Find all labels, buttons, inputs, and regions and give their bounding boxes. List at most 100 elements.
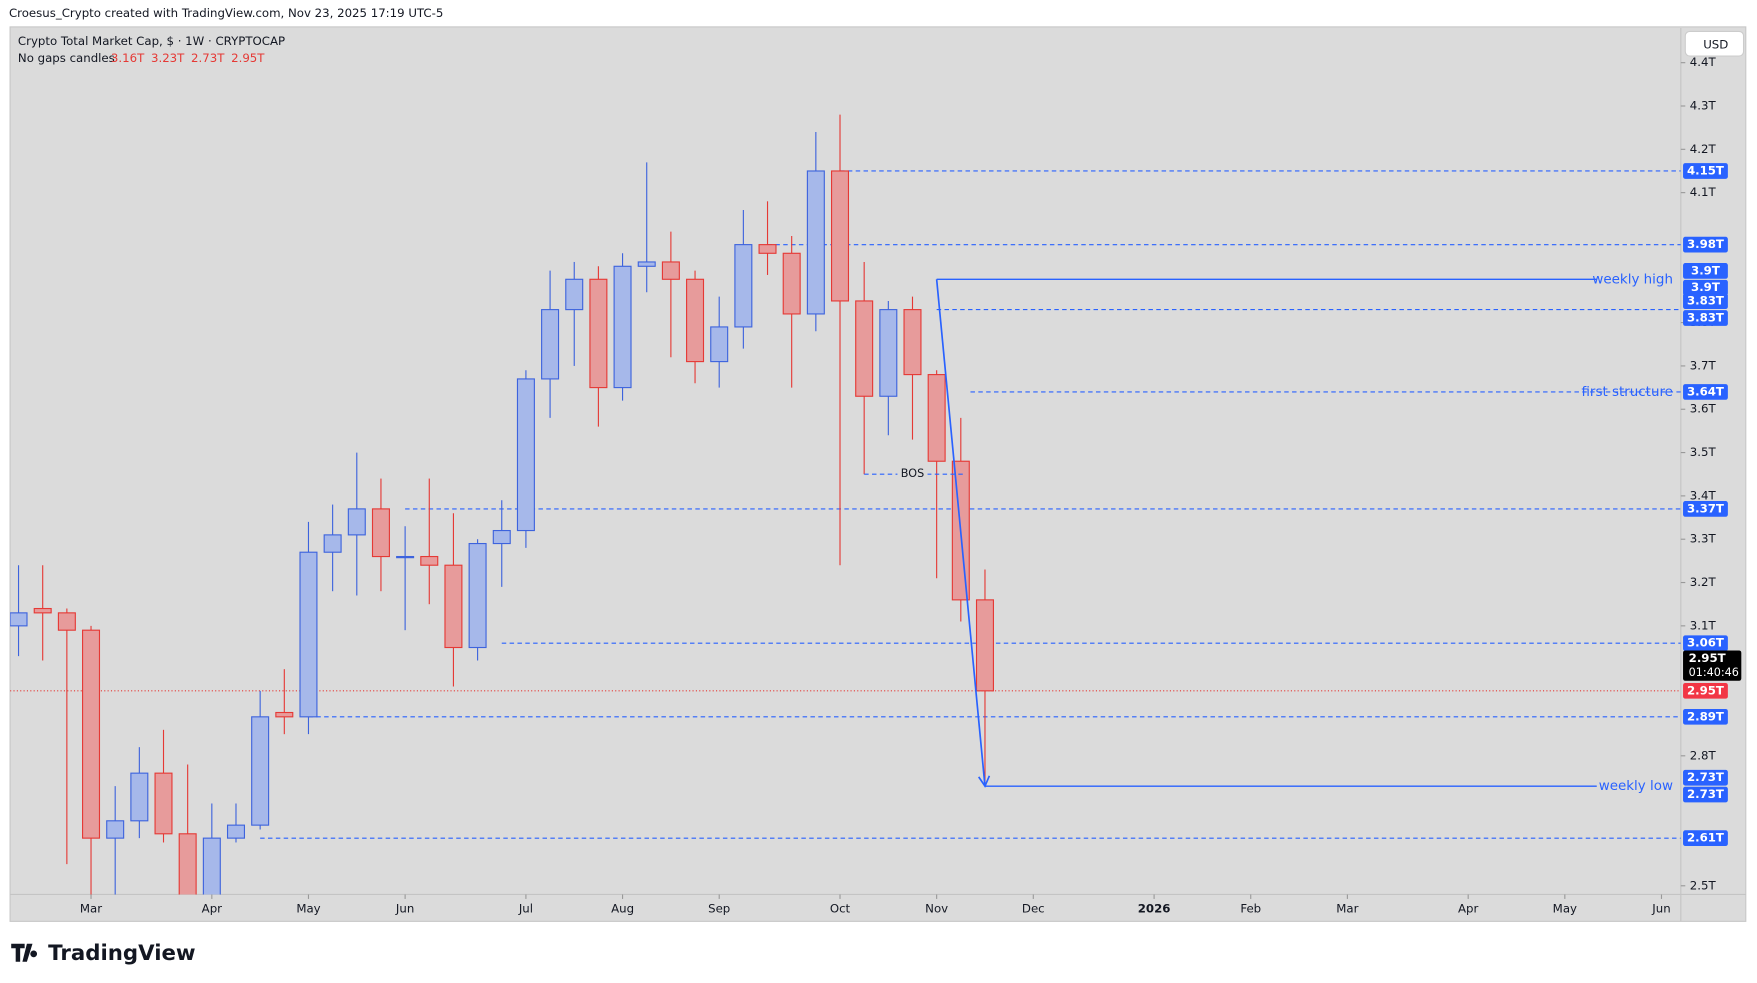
annotation: weekly low xyxy=(1599,779,1673,794)
price-badge-label: 3.06T xyxy=(1687,636,1724,650)
x-tick-label: Mar xyxy=(80,902,102,916)
logo: TradingView xyxy=(11,941,196,966)
candle-body xyxy=(371,508,390,558)
legend-value: 2.95T xyxy=(231,51,265,65)
candle-body xyxy=(444,564,463,649)
x-tick-label: May xyxy=(296,902,320,916)
y-tick-label: 4.2T xyxy=(1690,142,1717,156)
candle-body xyxy=(975,599,994,692)
candle-body xyxy=(637,261,656,267)
x-tick-label: May xyxy=(1553,902,1577,916)
subtitle: No gaps candles xyxy=(18,51,115,65)
price-badge-label: 4.15T xyxy=(1687,163,1724,177)
annotation: BOS xyxy=(901,467,924,480)
candle-body xyxy=(661,261,680,280)
y-tick-label: 3.1T xyxy=(1690,618,1717,632)
x-tick-label: Apr xyxy=(1458,902,1478,916)
y-tick-label: 4.3T xyxy=(1690,98,1717,112)
candle-body xyxy=(468,542,487,649)
price-badge-label: 2.73T xyxy=(1687,787,1724,801)
candle-body xyxy=(734,244,753,328)
chart-title: Crypto Total Market Cap, $ · 1W · CRYPTO… xyxy=(18,34,285,48)
legend-value: 3.16T xyxy=(111,51,145,65)
candle-body xyxy=(589,278,608,389)
annotation: weekly high xyxy=(1592,272,1673,287)
brand: TradingView xyxy=(48,941,195,966)
candle-body xyxy=(154,772,173,835)
candle-body xyxy=(855,300,874,397)
credit: Croesus_Crypto created with TradingView.… xyxy=(9,6,443,20)
candle-body xyxy=(492,529,511,545)
candle-body xyxy=(903,309,922,376)
candle-body xyxy=(275,711,294,718)
candle-body xyxy=(323,534,342,553)
y-tick-label: 2.5T xyxy=(1690,878,1717,892)
price-badge xyxy=(1683,708,1728,725)
countdown: 01:40:46 xyxy=(1689,666,1739,679)
candle-body xyxy=(57,612,76,631)
annotation-bg xyxy=(897,467,928,481)
price-badge-label: 3.9T xyxy=(1691,280,1720,294)
candle-body xyxy=(226,824,246,839)
chart-frame xyxy=(9,26,1747,922)
axes: 4.4T4.3T4.2T4.1T3.8T3.7T3.6T3.5T3.4T3.3T… xyxy=(80,55,1742,916)
candle-body xyxy=(613,265,632,389)
price-badge xyxy=(1683,786,1728,803)
candle-body xyxy=(347,508,366,536)
candle-body xyxy=(879,309,898,397)
candle-body xyxy=(420,555,439,566)
price-badge-label: 2.61T xyxy=(1687,831,1724,845)
price-badge xyxy=(1683,263,1728,279)
candle-body xyxy=(251,716,270,826)
price-badge-label: 2.73T xyxy=(1687,770,1724,784)
y-tick-label: 3.3T xyxy=(1690,532,1717,546)
x-tick-label: Jun xyxy=(1651,902,1670,916)
candle-body xyxy=(106,820,125,839)
candle-body xyxy=(830,170,850,302)
candle-body xyxy=(10,612,28,627)
y-tick-label: 3.5T xyxy=(1690,445,1717,459)
candle-body xyxy=(758,244,777,254)
price-badge-label: 3.98T xyxy=(1687,237,1724,251)
currency-button[interactable] xyxy=(1684,30,1745,57)
candle-body xyxy=(202,837,221,895)
countdown-badge xyxy=(1683,650,1742,681)
y-tick-label: 4.4T xyxy=(1690,55,1717,69)
price-badge xyxy=(1683,310,1728,326)
y-tick-label: 3.2T xyxy=(1690,575,1717,589)
last-price-badge xyxy=(1683,682,1728,699)
candle-body xyxy=(686,278,705,363)
last-price-label: 2.95T xyxy=(1687,683,1724,697)
y-tick-label: 2.8T xyxy=(1690,748,1717,762)
currency[interactable]: USD xyxy=(1703,37,1728,51)
y-tick-label: 3.4T xyxy=(1690,488,1717,502)
price-badge xyxy=(1683,635,1728,652)
candle-body xyxy=(82,629,101,839)
y-tick-label: 3.6T xyxy=(1690,402,1717,416)
price-badge xyxy=(1683,769,1728,786)
price-badge-label: 2.89T xyxy=(1687,709,1724,723)
y-tick-label: 4.1T xyxy=(1690,185,1717,199)
candle-body xyxy=(33,607,52,614)
candle-body xyxy=(927,374,946,462)
x-tick-label: Aug xyxy=(611,902,634,916)
annotation: first structure xyxy=(1581,385,1673,400)
candle-body xyxy=(130,772,149,822)
price-badge xyxy=(1683,384,1728,400)
price-badge xyxy=(1683,501,1728,517)
x-tick-label: Jul xyxy=(518,902,533,916)
candle-body xyxy=(806,170,825,315)
price-badge-label: 3.83T xyxy=(1687,294,1724,308)
candle-body xyxy=(565,278,584,311)
price-badge-label: 3.83T xyxy=(1687,311,1724,325)
x-tick-label: Feb xyxy=(1240,902,1261,916)
price-badge-label: 3.9T xyxy=(1691,263,1720,277)
price-badge xyxy=(1683,293,1728,310)
x-tick-label: Apr xyxy=(202,902,222,916)
price-badge-label: 3.64T xyxy=(1687,384,1724,398)
x-tick-label: Nov xyxy=(925,902,948,916)
candle-body xyxy=(782,252,801,315)
candle-body xyxy=(178,833,197,895)
candle-body xyxy=(299,551,318,718)
